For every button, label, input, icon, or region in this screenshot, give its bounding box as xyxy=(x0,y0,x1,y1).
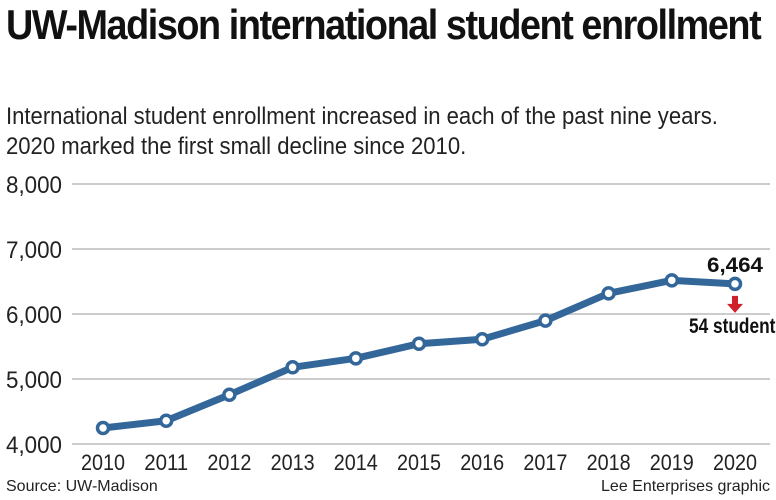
y-tick-label: 8,000 xyxy=(6,172,62,199)
x-tick-label: 2012 xyxy=(207,450,251,475)
x-tick-label: 2019 xyxy=(650,450,694,475)
data-point xyxy=(285,360,300,375)
data-point xyxy=(411,336,427,351)
x-tick-label: 2013 xyxy=(271,450,315,475)
y-tick-label: 7,000 xyxy=(6,237,62,264)
data-point xyxy=(664,273,680,288)
y-tick-label: 6,000 xyxy=(6,302,62,329)
data-point xyxy=(95,420,111,436)
data-point xyxy=(601,286,616,301)
x-tick-label: 2018 xyxy=(587,450,631,475)
x-tick-label: 2011 xyxy=(144,450,188,475)
data-point xyxy=(727,276,743,292)
value-label: 6,464 xyxy=(707,254,763,277)
x-tick-label: 2020 xyxy=(713,450,757,475)
data-point xyxy=(222,387,237,402)
y-tick-label: 5,000 xyxy=(6,367,62,394)
data-point xyxy=(348,351,364,366)
x-tick-label: 2015 xyxy=(397,450,441,475)
x-tick-label: 2010 xyxy=(81,450,125,475)
x-tick-label: 2014 xyxy=(334,450,378,475)
data-point xyxy=(474,331,490,347)
chart-subtitle: International student enrollment increas… xyxy=(6,103,718,160)
data-point xyxy=(158,413,174,428)
x-tick-label: 2016 xyxy=(460,450,504,475)
data-point xyxy=(538,313,553,328)
down-arrow-icon xyxy=(727,295,743,313)
credit-note: Lee Enterprises graphic xyxy=(601,478,770,495)
source-note: Source: UW-Madison xyxy=(6,478,158,495)
x-tick-label: 2017 xyxy=(523,450,567,475)
chart-title: UW-Madison international student enrollm… xyxy=(6,1,762,48)
y-tick-label: 4,000 xyxy=(6,432,62,459)
series-line xyxy=(102,276,736,432)
decline-label: 54 students xyxy=(689,315,776,338)
